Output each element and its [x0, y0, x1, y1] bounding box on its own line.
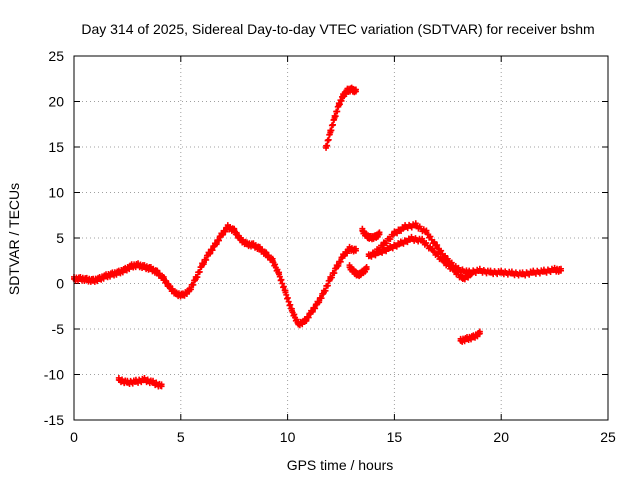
- data-point: [352, 245, 359, 252]
- data-point: [431, 238, 438, 245]
- data-point: [387, 236, 394, 243]
- data-point: [316, 299, 323, 306]
- data-point: [209, 247, 216, 254]
- data-point: [337, 258, 344, 265]
- data-point: [282, 287, 289, 294]
- data-point: [207, 250, 214, 257]
- data-point: [305, 314, 312, 321]
- y-tick-label: -10: [44, 367, 64, 383]
- data-point: [429, 245, 436, 252]
- data-point: [231, 225, 238, 232]
- data-point: [324, 282, 331, 289]
- data-point: [438, 247, 445, 254]
- data-point: [476, 328, 483, 335]
- data-point: [190, 281, 197, 288]
- data-point: [331, 270, 338, 277]
- data-point: [200, 261, 207, 268]
- x-tick-label: 15: [387, 429, 403, 445]
- y-tick-label: 15: [48, 139, 64, 155]
- data-point: [272, 261, 279, 268]
- data-point: [423, 227, 430, 234]
- data-point: [434, 242, 441, 249]
- data-point: [383, 240, 390, 247]
- data-point: [187, 286, 194, 293]
- data-point: [222, 228, 229, 235]
- data-point: [283, 291, 290, 298]
- y-tick-label: 5: [56, 230, 64, 246]
- data-point: [440, 256, 447, 263]
- y-tick-label: 20: [48, 94, 64, 110]
- y-tick-label: -15: [44, 412, 64, 428]
- data-point: [284, 294, 291, 301]
- series-5: [323, 84, 359, 151]
- series-0: [71, 222, 359, 329]
- data-point: [288, 305, 295, 312]
- series-7: [457, 328, 483, 345]
- data-point: [279, 280, 286, 287]
- data-point: [280, 283, 287, 290]
- grid: [74, 56, 608, 420]
- plot-frame: [73, 55, 609, 421]
- x-tick-label: 10: [280, 429, 296, 445]
- data-point: [318, 295, 325, 302]
- series-6: [115, 374, 165, 390]
- x-tick-label: 0: [70, 429, 78, 445]
- data-point: [322, 287, 329, 294]
- data-point: [376, 229, 383, 236]
- data-point: [278, 276, 285, 283]
- data-point: [215, 237, 222, 244]
- series-3: [346, 262, 370, 280]
- series-1: [370, 220, 565, 279]
- data-point: [276, 273, 283, 280]
- y-tick-label: 0: [56, 276, 64, 292]
- data-point: [158, 381, 165, 388]
- data-point: [285, 298, 292, 305]
- data-point: [219, 231, 226, 238]
- data-point: [196, 268, 203, 275]
- data-point: [394, 230, 401, 237]
- x-tick-label: 20: [493, 429, 509, 445]
- data-point: [287, 301, 294, 308]
- x-axis-label: GPS time / hours: [287, 457, 394, 473]
- data-point: [276, 269, 283, 276]
- data-point: [398, 227, 405, 234]
- data-point: [194, 274, 201, 281]
- data-point: [451, 265, 458, 272]
- data-point: [427, 233, 434, 240]
- data-point: [203, 256, 210, 263]
- data-point: [309, 308, 316, 315]
- data-point: [303, 317, 310, 324]
- data-point: [558, 265, 565, 272]
- data-point: [363, 263, 370, 270]
- data-point: [269, 255, 276, 262]
- y-tick-label: 10: [48, 185, 64, 201]
- data-point: [352, 86, 359, 93]
- data-point: [312, 305, 319, 312]
- chart-title: Day 314 of 2025, Sidereal Day-to-day VTE…: [81, 21, 594, 37]
- x-tick-label: 5: [177, 429, 185, 445]
- data-point: [468, 269, 475, 276]
- y-tick-label: -5: [52, 321, 65, 337]
- data-point: [344, 250, 351, 257]
- x-tick-label: 25: [600, 429, 616, 445]
- data-point: [291, 311, 298, 318]
- data-point: [328, 274, 335, 281]
- series-2: [365, 233, 475, 283]
- data-point: [335, 262, 342, 269]
- data-point: [160, 273, 167, 280]
- series-4: [359, 225, 383, 243]
- data-points: [71, 84, 565, 390]
- data-point: [419, 235, 426, 242]
- data-point: [213, 241, 220, 248]
- y-tick-label: 25: [48, 48, 64, 64]
- y-axis-label: SDTVAR / TECUs: [6, 183, 22, 295]
